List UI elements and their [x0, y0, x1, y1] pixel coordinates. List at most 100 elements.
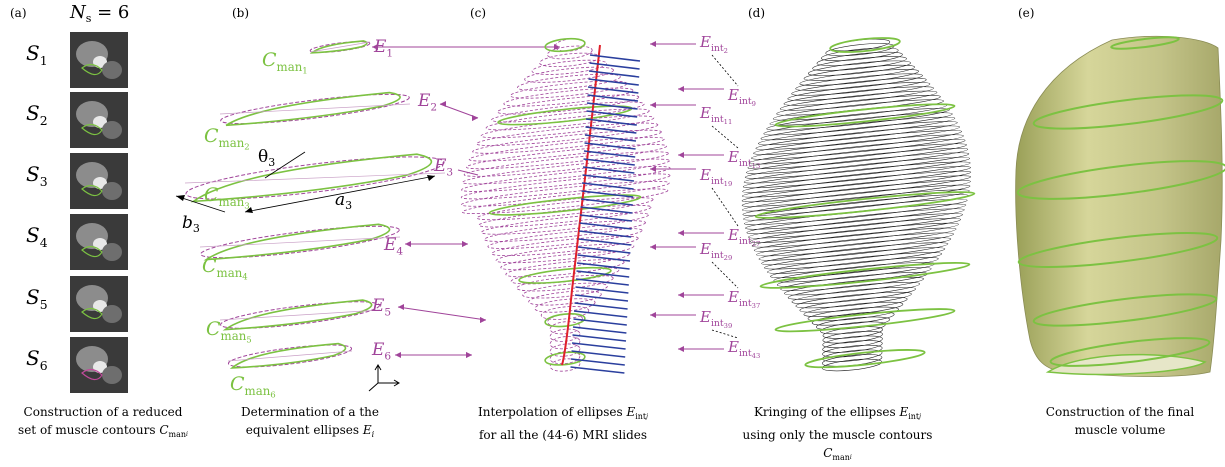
kriged-ellipse — [807, 60, 911, 76]
contour-label: Cman1 — [262, 49, 308, 77]
kriged-ellipse — [755, 125, 960, 150]
surface-contour — [1017, 231, 1219, 269]
interp-ellipse — [472, 129, 662, 154]
interp-label: Eint37 — [727, 288, 760, 310]
orientation-tick — [579, 222, 632, 230]
kriged-ellipse — [756, 232, 954, 257]
manual-contour — [759, 262, 971, 289]
orientation-tick — [574, 294, 629, 302]
kriged-ellipse — [744, 152, 970, 179]
interp-ellipse — [497, 94, 640, 115]
kriged-ellipse — [741, 180, 971, 207]
kriged-ellipse — [760, 116, 956, 141]
interp-ellipse — [522, 282, 608, 299]
dashed-link — [711, 187, 739, 227]
muscle-contour — [229, 342, 347, 369]
interp-ellipse — [524, 66, 614, 83]
slice-label: S5 — [26, 285, 48, 312]
orientation-tick — [578, 238, 631, 246]
muscle-contour — [309, 40, 368, 54]
kriged-ellipse — [753, 227, 957, 252]
kriged-ellipse — [811, 311, 895, 326]
orientation-tick — [581, 182, 634, 190]
interp-ellipse — [503, 87, 634, 107]
ellipse-label: E2 — [417, 91, 437, 113]
kriged-ellipse — [741, 170, 972, 198]
manual-contour — [774, 103, 956, 128]
theta-label: θ3 — [258, 147, 275, 169]
interp-ellipse — [485, 108, 650, 131]
panel-d-letter: (d) — [748, 6, 765, 20]
interp-ellipse — [491, 235, 639, 257]
interp-ellipse — [476, 122, 659, 146]
interpolated-ellipse-stack — [460, 37, 671, 374]
ct-slice: S3 — [26, 153, 128, 209]
orientation-tick — [584, 134, 637, 142]
orientation-tick — [583, 158, 635, 166]
muscle-contour — [222, 299, 373, 331]
correspondence-arrows — [462, 41, 739, 358]
kriged-ellipse-stack — [741, 37, 976, 372]
muscle-volume-surface — [1015, 35, 1223, 377]
orientation-tick — [574, 302, 628, 310]
kriged-ellipse — [783, 86, 934, 106]
interp-ellipse — [549, 321, 581, 335]
orientation-tick — [577, 246, 631, 254]
ellipse-pair: E4 Cman4 — [199, 223, 468, 283]
interp-ellipse — [460, 173, 671, 200]
kriged-ellipse — [763, 112, 953, 136]
panel-c: (c) Eint2Eint9Eint11Eint13Eint19Eint27Ei… — [460, 6, 760, 374]
orientation-tick — [585, 118, 637, 126]
orientation-tick — [580, 198, 633, 206]
orientation-tick — [571, 350, 626, 358]
interp-ellipse — [540, 306, 590, 320]
manual-contour — [544, 37, 586, 53]
interp-ellipse — [495, 243, 635, 264]
interp-ellipse — [463, 151, 669, 177]
interp-ellipse — [476, 197, 654, 221]
panel-a-letter: (a) — [10, 6, 27, 20]
dashed-link — [711, 125, 739, 149]
interp-label: Eint13 — [727, 148, 760, 170]
kriged-ellipse — [799, 296, 908, 313]
ellipse-label: E3 — [433, 156, 453, 178]
orientation-tick — [571, 342, 626, 350]
kriged-ellipse — [791, 286, 916, 304]
kriged-ellipse — [766, 108, 950, 131]
caption-a: Construction of a reduced set of muscle … — [18, 405, 188, 439]
orientation-tick — [573, 310, 628, 318]
interp-ellipse — [465, 144, 668, 170]
panel-e-letter: (e) — [1018, 6, 1034, 20]
ct-slice: S5 — [26, 276, 128, 332]
interp-ellipse — [500, 251, 630, 271]
orientation-tick — [584, 142, 636, 150]
correspondence-arrow — [397, 306, 487, 321]
interp-label: Eint39 — [699, 308, 732, 330]
surface-contours — [1016, 36, 1225, 367]
interp-ellipse — [481, 212, 649, 235]
muscle-contour — [225, 91, 401, 127]
orientation-tick — [588, 78, 639, 86]
kriged-ellipse — [742, 161, 971, 189]
kriged-ellipse — [749, 138, 966, 165]
interp-label: Eint9 — [727, 86, 756, 108]
panel-c-letter: (c) — [470, 6, 486, 20]
surface-contour — [1016, 160, 1225, 200]
orientation-tick — [576, 262, 630, 270]
kriged-ellipse — [751, 134, 964, 160]
manual-contour — [544, 313, 586, 328]
kriged-ellipse — [784, 277, 924, 296]
muscle-contour — [203, 223, 391, 261]
kriged-ellipse — [746, 208, 965, 234]
orientation-tick — [586, 110, 638, 118]
kriged-ellipse — [779, 90, 938, 111]
interp-ellipse — [487, 228, 643, 249]
ct-slices: S1 S2 S3 S4 S5 S6 — [26, 32, 128, 393]
caption-c: Interpolation of ellipses Eintj for all … — [477, 405, 649, 442]
b-axis-line — [175, 195, 226, 213]
interp-ellipse — [484, 220, 646, 242]
kriged-ellipse — [812, 56, 907, 71]
orientation-tick — [582, 174, 635, 182]
interp-ellipse — [478, 204, 652, 228]
